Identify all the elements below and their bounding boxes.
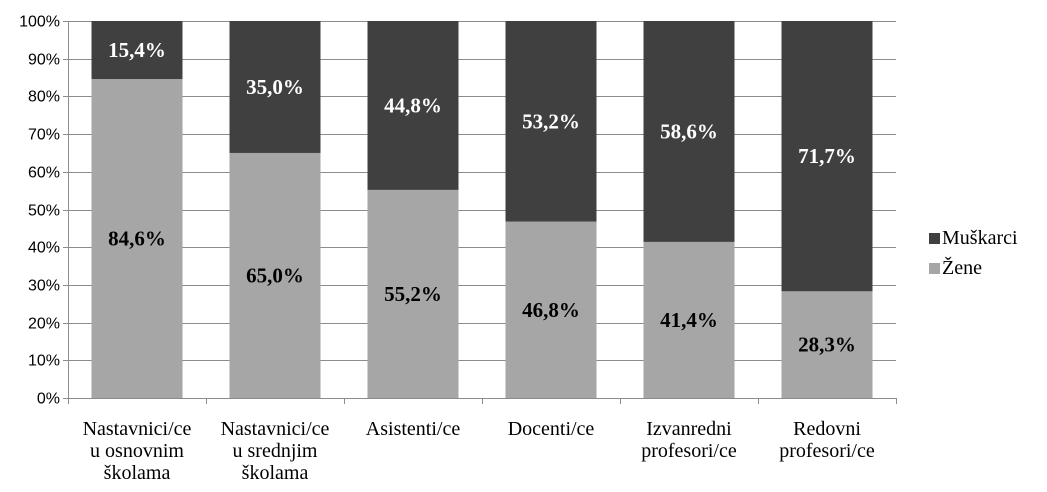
y-tick-label: 30% (28, 278, 60, 295)
bar-segment (643, 21, 735, 242)
bar-segment (781, 291, 873, 398)
x-category-label: u osnovnim (90, 440, 184, 462)
legend-label: Muškarci (942, 227, 1018, 249)
data-label: 28,3% (798, 333, 856, 357)
data-label: 65,0% (246, 263, 304, 287)
bar-segment (367, 189, 459, 398)
bar-segment (229, 152, 321, 398)
x-category-label: školama (242, 462, 309, 484)
data-label: 46,8% (522, 298, 580, 322)
x-category-label: profesori/ce (779, 440, 875, 462)
y-tick-label: 60% (28, 165, 60, 182)
data-label: 41,4% (660, 308, 718, 332)
x-category-label: školama (104, 462, 171, 484)
bar-segment (643, 241, 735, 398)
legend-swatch (929, 233, 940, 244)
bar-segment (91, 21, 183, 80)
data-label: 71,7% (798, 144, 856, 168)
y-tick-label: 10% (28, 353, 60, 370)
data-label: 15,4% (108, 38, 166, 62)
data-label: 53,2% (522, 109, 580, 133)
x-category-label: Izvanredni (646, 418, 732, 440)
y-tick-label: 50% (28, 203, 60, 220)
x-category-label: Redovni (793, 418, 861, 440)
data-label: 35,0% (246, 75, 304, 99)
x-category-label: u srednjim (233, 440, 318, 462)
y-tick-label: 100% (19, 14, 60, 31)
legend-swatch (929, 263, 940, 274)
y-tick-label: 20% (28, 316, 60, 333)
y-tick-label: 70% (28, 127, 60, 144)
y-tick-label: 40% (28, 240, 60, 257)
bar-segment (505, 21, 597, 222)
y-tick-label: 0% (37, 391, 60, 408)
data-label: 55,2% (384, 282, 442, 306)
x-category-label: profesori/ce (641, 440, 737, 462)
bar-segment (505, 221, 597, 398)
bar-segment (367, 21, 459, 190)
bar-segment (781, 21, 873, 292)
bar-segment (229, 21, 321, 153)
x-category-label: Nastavnici/ce (83, 418, 192, 440)
bar-segment (91, 79, 183, 399)
data-label: 84,6% (108, 227, 166, 251)
legend-label: Žene (942, 256, 982, 279)
x-category-label: Asistenti/ce (366, 418, 461, 440)
data-label: 44,8% (384, 93, 442, 117)
y-tick-label: 90% (28, 52, 60, 69)
y-tick-label: 80% (28, 89, 60, 106)
data-label: 58,6% (660, 119, 718, 143)
x-category-label: Nastavnici/ce (221, 418, 330, 440)
x-category-label: Docenti/ce (508, 418, 595, 440)
